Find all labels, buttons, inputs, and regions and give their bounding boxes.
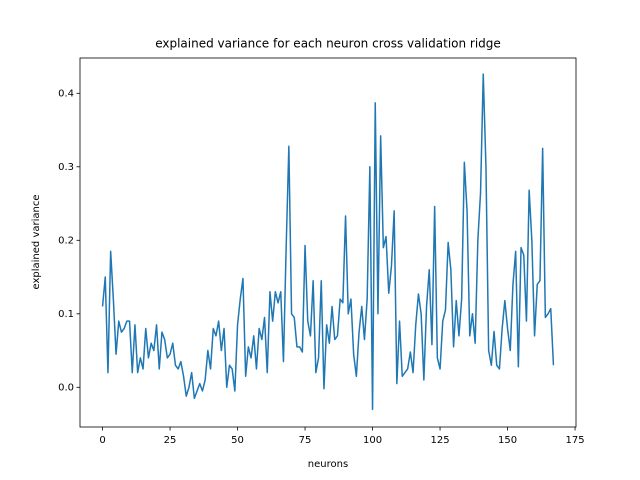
y-tick-label: 0.2 (58, 235, 74, 246)
x-tick-label: 100 (363, 435, 382, 446)
plot-frame (79, 57, 577, 428)
x-tick-label: 175 (566, 435, 585, 446)
x-tick-label: 125 (431, 435, 450, 446)
chart-title: explained variance for each neuron cross… (155, 37, 501, 51)
y-tick-label: 0.4 (58, 88, 74, 99)
x-axis-label: neurons (308, 459, 348, 470)
line-series (101, 73, 555, 411)
x-tick-label: 0 (99, 435, 105, 446)
y-axis-label: explained variance (31, 195, 42, 290)
y-tick-label: 0.1 (58, 309, 74, 320)
y-tick-label: 0.0 (58, 382, 74, 393)
x-tick-label: 50 (231, 435, 244, 446)
x-tick-label: 25 (164, 435, 177, 446)
y-tick-label: 0.3 (58, 162, 74, 173)
x-tick-label: 150 (498, 435, 517, 446)
x-tick-label: 75 (299, 435, 312, 446)
